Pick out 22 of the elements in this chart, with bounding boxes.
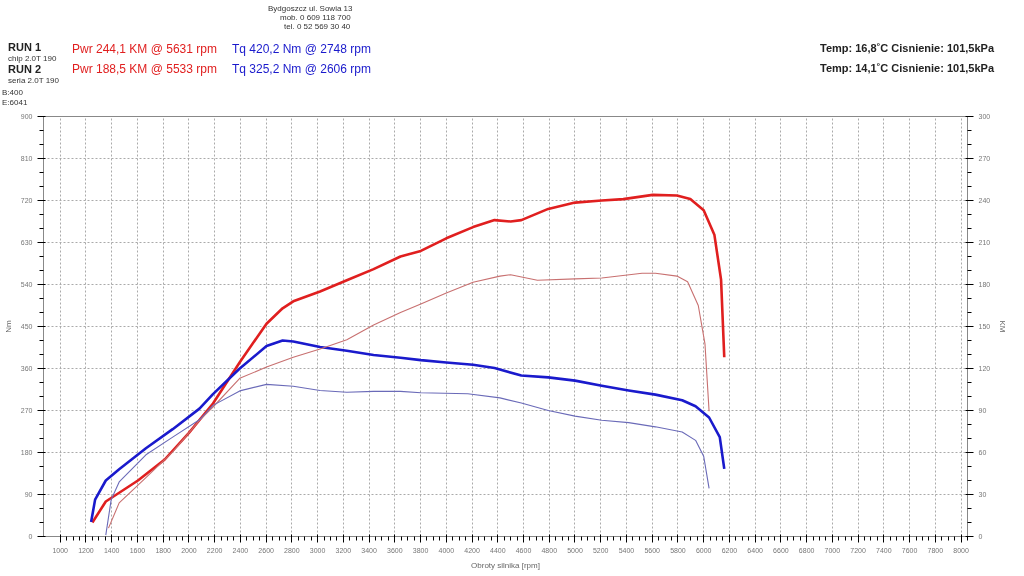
text: Pwr 188,5 KM @ 5533 rpm [72, 61, 217, 78]
text: B:400 [2, 87, 23, 99]
text: RUN 2 [8, 63, 42, 77]
text: Tq 420,2 Nm @ 2748 rpm [232, 41, 371, 58]
y-axis-title: Nm [3, 319, 13, 333]
text: chip 2.0T 190 [8, 53, 57, 65]
text: RUN 1 [8, 40, 42, 55]
text: Temp: 16,8˚C Cisnienie: 101,5kPa [820, 41, 995, 56]
text: Tq 325,2 Nm @ 2606 rpm [232, 61, 371, 78]
text: seria 2.0T 190 [8, 75, 59, 87]
line-series [107, 272, 710, 529]
line-series [105, 383, 710, 536]
text: E:6041 [2, 97, 28, 109]
x-axis-title: Obroty silnika [rpm] [471, 560, 540, 570]
y2-axis-title: KM [998, 320, 1008, 333]
line-series [91, 193, 726, 524]
text: mob. 0 609 118 700 [280, 13, 351, 24]
line-series [89, 339, 726, 524]
text: Pwr 244,1 KM @ 5631 rpm [72, 41, 217, 58]
text: tel. 0 52 569 30 40 [284, 21, 351, 33]
text: Bydgoszcz ul. Sowia 13 [268, 3, 353, 15]
text: Temp: 14,1˚C Cisnienie: 101,5kPa [820, 61, 995, 76]
